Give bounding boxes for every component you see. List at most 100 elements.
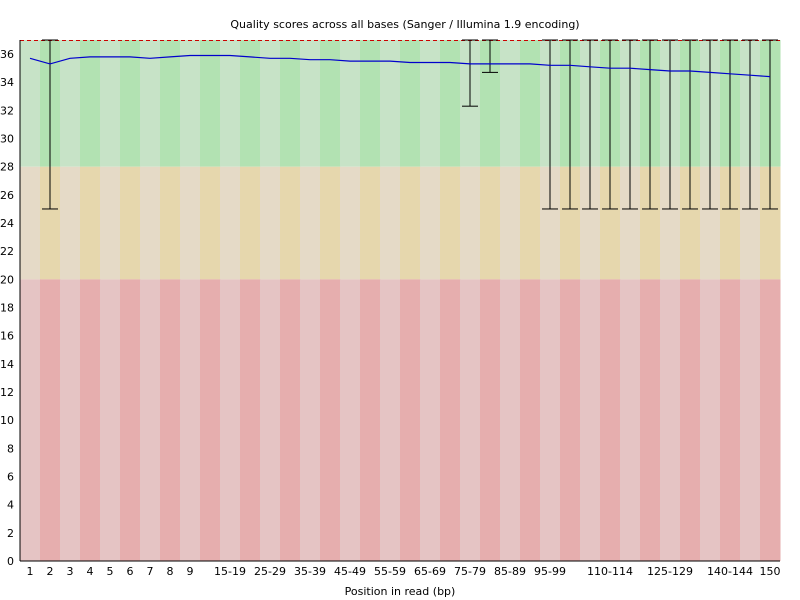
band-stripe — [20, 166, 41, 280]
band-stripe — [220, 279, 241, 561]
band-stripe — [460, 166, 481, 280]
band-stripe — [180, 166, 201, 280]
band-stripe — [220, 166, 241, 280]
band-stripe — [280, 279, 301, 561]
y-tick-label: 2 — [7, 527, 14, 540]
band-stripe — [380, 40, 401, 167]
band-stripe — [120, 166, 141, 280]
y-tick-label: 12 — [0, 386, 14, 399]
whiskers — [42, 39, 778, 210]
band-stripe — [560, 279, 581, 561]
band-stripe — [520, 166, 541, 280]
y-tick-label: 34 — [0, 76, 14, 89]
band-stripe — [320, 166, 341, 280]
whisker — [722, 39, 738, 210]
band-stripe — [560, 166, 581, 280]
band-stripe — [260, 279, 281, 561]
band-stripe — [740, 166, 761, 280]
band-stripe — [100, 166, 121, 280]
whisker — [742, 39, 758, 210]
band-stripe — [500, 279, 521, 561]
band-stripe — [180, 279, 201, 561]
x-axis-label: Position in read (bp) — [345, 585, 456, 598]
y-tick-label: 24 — [0, 217, 14, 230]
y-tick-label: 22 — [0, 245, 14, 258]
x-tick-label: 15-19 — [214, 565, 246, 578]
quality-bands — [20, 40, 781, 561]
band-stripe — [360, 166, 381, 280]
band-stripe — [60, 279, 81, 561]
band-stripe — [660, 279, 681, 561]
axes — [19, 40, 780, 562]
band-stripe — [200, 166, 221, 280]
band-stripe — [140, 166, 161, 280]
x-tick-label: 1 — [27, 565, 34, 578]
band-stripe — [360, 40, 381, 167]
y-tick-label: 26 — [0, 189, 14, 202]
y-tick-label: 30 — [0, 133, 14, 146]
band-stripe — [380, 279, 401, 561]
band-stripe — [540, 166, 561, 280]
band-stripe — [760, 166, 781, 280]
whisker — [562, 39, 578, 210]
y-tick-label: 8 — [7, 442, 14, 455]
band-stripe — [480, 279, 501, 561]
band-stripe — [260, 40, 281, 167]
y-tick-label: 36 — [0, 48, 14, 61]
y-tick-label: 6 — [7, 471, 14, 484]
band-stripe — [300, 166, 321, 280]
band-stripe — [340, 166, 361, 280]
band-stripe — [760, 279, 781, 561]
band-stripe — [720, 166, 741, 280]
band-stripe — [300, 279, 321, 561]
x-tick-label: 75-79 — [454, 565, 486, 578]
band-stripe — [660, 166, 681, 280]
band-stripe — [240, 166, 261, 280]
band-stripe — [580, 279, 601, 561]
x-tick-label: 150 — [760, 565, 781, 578]
band-stripe — [20, 40, 41, 167]
band-stripe — [640, 166, 661, 280]
band-stripe — [60, 40, 81, 167]
band-stripe — [320, 279, 341, 561]
band-stripe — [540, 279, 561, 561]
whisker — [702, 39, 718, 210]
whisker — [482, 39, 498, 73]
band-stripe — [700, 279, 721, 561]
x-tick-label: 5 — [107, 565, 114, 578]
band-stripe — [140, 40, 161, 167]
band-stripe — [100, 279, 121, 561]
band-stripe — [100, 40, 121, 167]
x-tick-label: 95-99 — [534, 565, 566, 578]
y-tick-label: 20 — [0, 273, 14, 286]
whisker — [682, 39, 698, 210]
band-stripe — [20, 279, 41, 561]
band-stripe — [720, 279, 741, 561]
x-tick-label: 2 — [47, 565, 54, 578]
x-tick-label: 85-89 — [494, 565, 526, 578]
y-tick-label: 0 — [7, 555, 14, 568]
band-stripe — [380, 166, 401, 280]
band-stripe — [300, 40, 321, 167]
band-stripe — [400, 279, 421, 561]
y-tick-label: 4 — [7, 499, 14, 512]
band-stripe — [80, 166, 101, 280]
x-tick-label: 140-144 — [707, 565, 753, 578]
band-stripe — [440, 40, 461, 167]
x-tick-label: 45-49 — [334, 565, 366, 578]
y-tick-label: 16 — [0, 330, 14, 343]
band-stripe — [700, 166, 721, 280]
band-stripe — [620, 166, 641, 280]
band-stripe — [420, 40, 441, 167]
band-stripe — [500, 166, 521, 280]
band-stripe — [240, 40, 261, 167]
y-tick-label: 28 — [0, 161, 14, 174]
band-stripe — [60, 166, 81, 280]
band-stripe — [160, 40, 181, 167]
band-stripe — [520, 40, 541, 167]
band-stripe — [620, 279, 641, 561]
band-stripe — [140, 279, 161, 561]
x-tick-label: 4 — [87, 565, 94, 578]
band-stripe — [440, 279, 461, 561]
